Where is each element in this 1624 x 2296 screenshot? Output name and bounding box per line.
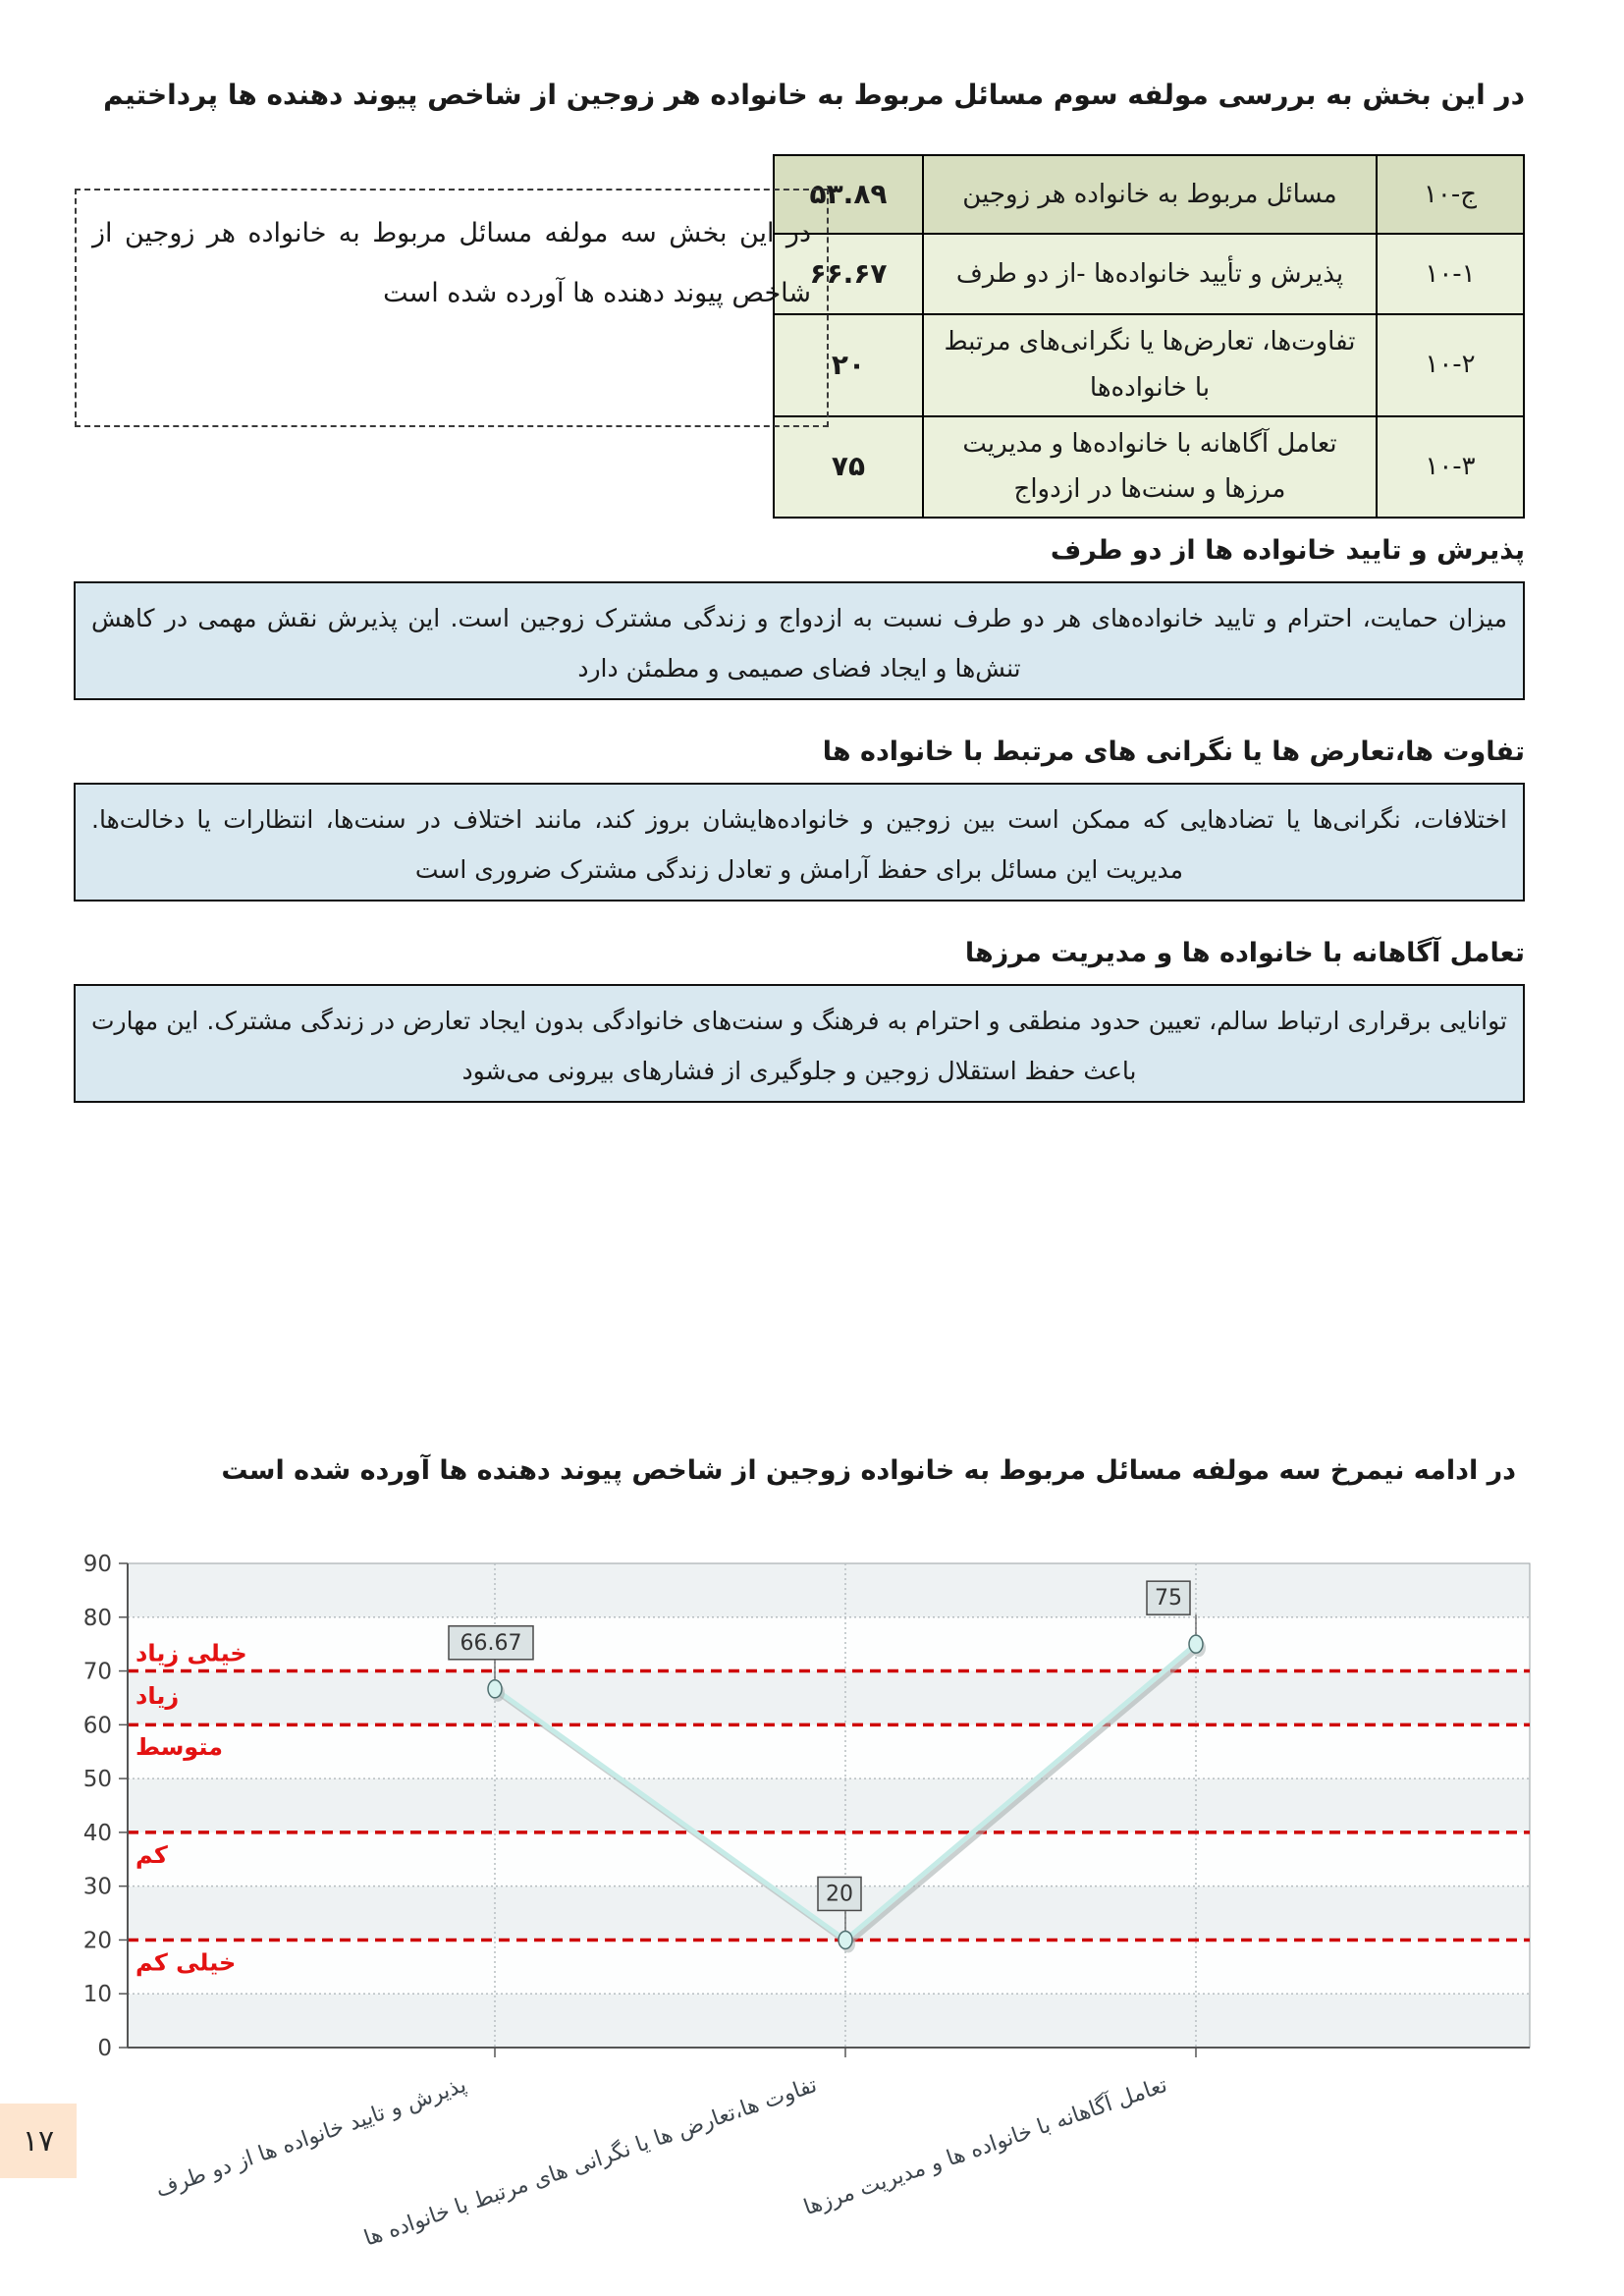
zone-label: خیلی زیاد xyxy=(135,1639,247,1667)
row-value: ۶۶.۶۷ xyxy=(773,233,924,315)
row-value: ۲۰ xyxy=(773,313,924,417)
section-heading-acceptance: پذیرش و تایید خانواده ها از دو طرف xyxy=(1050,535,1525,566)
table-row: ج-۱۰ مسائل مربوط به خانواده هر زوجین ۵۳.… xyxy=(773,154,1525,235)
data-label: 66.67 xyxy=(460,1631,522,1656)
row-id: ج-۱۰ xyxy=(1376,154,1525,235)
plot-band xyxy=(128,1994,1530,2048)
chart-marker xyxy=(838,1930,853,1950)
y-tick-label: 70 xyxy=(83,1660,112,1685)
plot-band xyxy=(128,1778,1530,1832)
summary-table: ج-۱۰ مسائل مربوط به خانواده هر زوجین ۵۳.… xyxy=(773,154,1525,519)
row-label: تعامل آگاهانه با خانواده‌ها و مدیریت مرز… xyxy=(922,414,1378,519)
row-id: ۱۰-۱ xyxy=(1376,233,1525,315)
y-tick-label: 90 xyxy=(83,1552,112,1577)
zone-label: کم xyxy=(135,1841,168,1869)
y-tick-label: 40 xyxy=(83,1821,112,1846)
row-label: تفاوت‌ها، تعارض‌ها یا نگرانی‌های مرتبط ب… xyxy=(922,313,1378,417)
note-box: در این بخش سه مولفه مسائل مربوط به خانوا… xyxy=(75,189,829,427)
section-body-interaction: توانایی برقراری ارتباط سالم، تعیین حدود … xyxy=(74,984,1525,1103)
row-id: ۱۰-۳ xyxy=(1376,414,1525,519)
table-row: ۱۰-۳ تعامل آگاهانه با خانواده‌ها و مدیری… xyxy=(773,414,1525,519)
data-label: 20 xyxy=(826,1882,853,1906)
page-number-badge: ۱۷ xyxy=(0,2104,77,2178)
row-label: پذیرش و تأیید خانواده‌ها -از دو طرف xyxy=(922,233,1378,315)
plot-band xyxy=(128,1563,1530,1617)
row-label: مسائل مربوط به خانواده هر زوجین xyxy=(922,154,1378,235)
section-heading-interaction: تعامل آگاهانه با خانواده ها و مدیریت مرز… xyxy=(964,938,1525,968)
section-body-conflicts: اختلافات، نگرانی‌ها یا تضادهایی که ممکن … xyxy=(74,783,1525,902)
data-label-box xyxy=(817,1876,862,1912)
section-body-acceptance: میزان حمایت، احترام و تایید خانواده‌های … xyxy=(74,581,1525,700)
zone-label: زیاد xyxy=(135,1682,179,1710)
plot-band xyxy=(128,1940,1530,1995)
note-text: در این بخش سه مولفه مسائل مربوط به خانوا… xyxy=(92,218,811,308)
table-row: ۱۰-۲ تفاوت‌ها، تعارض‌ها یا نگرانی‌های مر… xyxy=(773,313,1525,417)
intro-paragraph: در این بخش به بررسی مولفه سوم مسائل مربو… xyxy=(103,79,1525,111)
data-label-box xyxy=(1146,1580,1191,1615)
y-tick-label: 80 xyxy=(83,1606,112,1631)
chart-caption: در ادامه نیمرخ سه مولفه مسائل مربوط به خ… xyxy=(221,1455,1516,1486)
y-tick-label: 50 xyxy=(83,1767,112,1792)
row-id: ۱۰-۲ xyxy=(1376,313,1525,417)
line-chart: 0 10 20 30 40 50 60 70 80 90 خیلی زیاد زیاد متوسط کم خ… xyxy=(59,1527,1551,2254)
zone-label: متوسط xyxy=(135,1733,223,1761)
x-axis-label: تعامل آگاهانه با خانواده ها و مدیریت مرز… xyxy=(801,2072,1171,2221)
y-tick-label: 20 xyxy=(83,1928,112,1953)
data-label: 75 xyxy=(1155,1586,1182,1611)
y-tick-label: 30 xyxy=(83,1875,112,1900)
chart-marker xyxy=(487,1679,503,1699)
row-value: ۵۳.۸۹ xyxy=(773,154,924,235)
chart-svg: 0 10 20 30 40 50 60 70 80 90 خیلی زیاد زیاد متوسط کم خ… xyxy=(83,1552,1531,2057)
plot-band xyxy=(128,1616,1530,1671)
data-label-box xyxy=(448,1625,534,1661)
x-axis-label: پذیرش و تایید خانواده ها از دو طرف xyxy=(152,2072,470,2203)
chart-marker xyxy=(1188,1634,1204,1654)
plot-band xyxy=(128,1670,1530,1725)
row-value: ۷۵ xyxy=(773,414,924,519)
table-row: ۱۰-۱ پذیرش و تأیید خانواده‌ها -از دو طرف… xyxy=(773,233,1525,315)
zone-label: خیلی کم xyxy=(135,1948,236,1976)
plot-band xyxy=(128,1724,1530,1779)
section-heading-conflicts: تفاوت ها،تعارض ها یا نگرانی های مرتبط با… xyxy=(822,737,1525,767)
y-tick-label: 0 xyxy=(97,2036,112,2057)
y-tick-label: 10 xyxy=(83,1982,112,2007)
y-tick-label: 60 xyxy=(83,1713,112,1738)
